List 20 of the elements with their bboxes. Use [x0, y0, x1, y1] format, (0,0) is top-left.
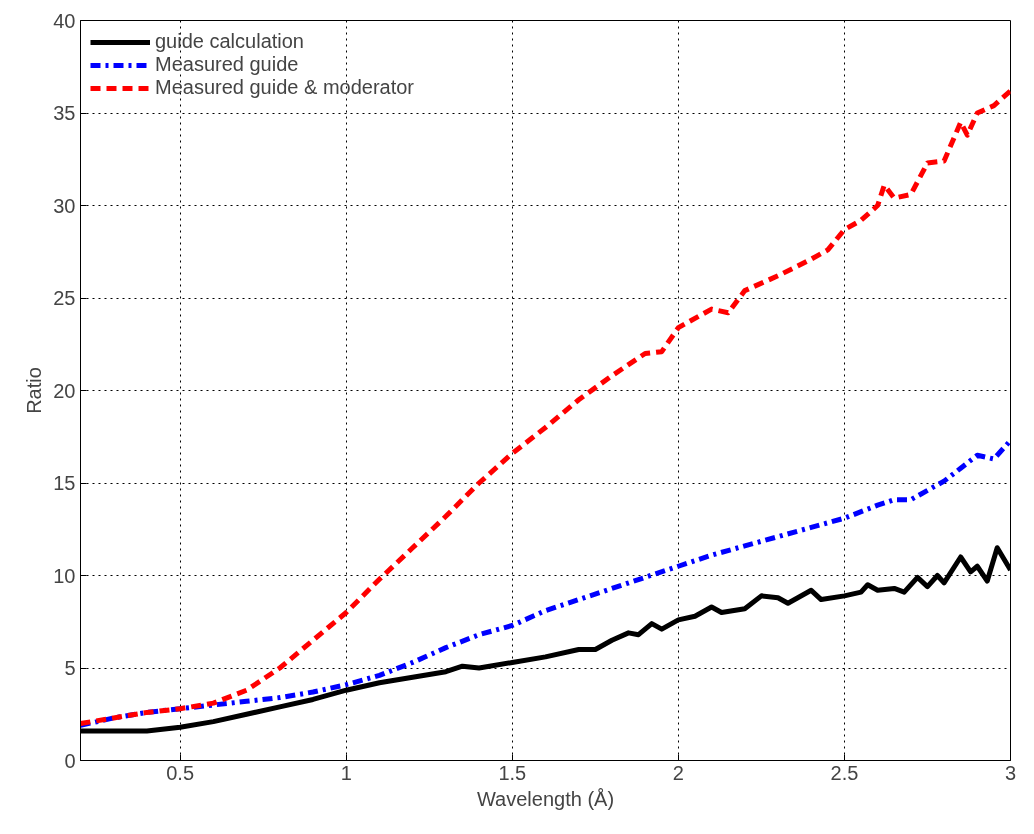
y-tick-label: 40 — [53, 9, 76, 32]
y-tick-label: 25 — [53, 287, 76, 309]
y-tick-label: 15 — [53, 472, 76, 494]
legend-label: Measured guide — [155, 53, 299, 76]
x-axis-title: Wavelength (Å) — [476, 787, 615, 810]
x-tick-label: 1.5 — [498, 761, 527, 784]
y-tick-label: 0 — [64, 749, 76, 772]
y-tick-label: 10 — [53, 564, 76, 587]
x-tick-label: 3 — [1004, 761, 1017, 784]
y-tick-label: 35 — [53, 102, 76, 124]
x-tick-label: 2 — [672, 761, 684, 784]
y-axis-title: Ratio — [23, 367, 46, 414]
y-tick-label: 30 — [53, 194, 76, 217]
legend-label: Measured guide & moderator — [155, 76, 415, 99]
x-tick-label: 2.5 — [830, 761, 859, 784]
y-tick-label: 20 — [53, 379, 76, 402]
x-tick-label: 0.5 — [166, 761, 195, 784]
x-tick-label: 1 — [340, 761, 352, 784]
legend-label: guide calculation — [155, 30, 304, 53]
y-tick-label: 5 — [64, 657, 76, 679]
